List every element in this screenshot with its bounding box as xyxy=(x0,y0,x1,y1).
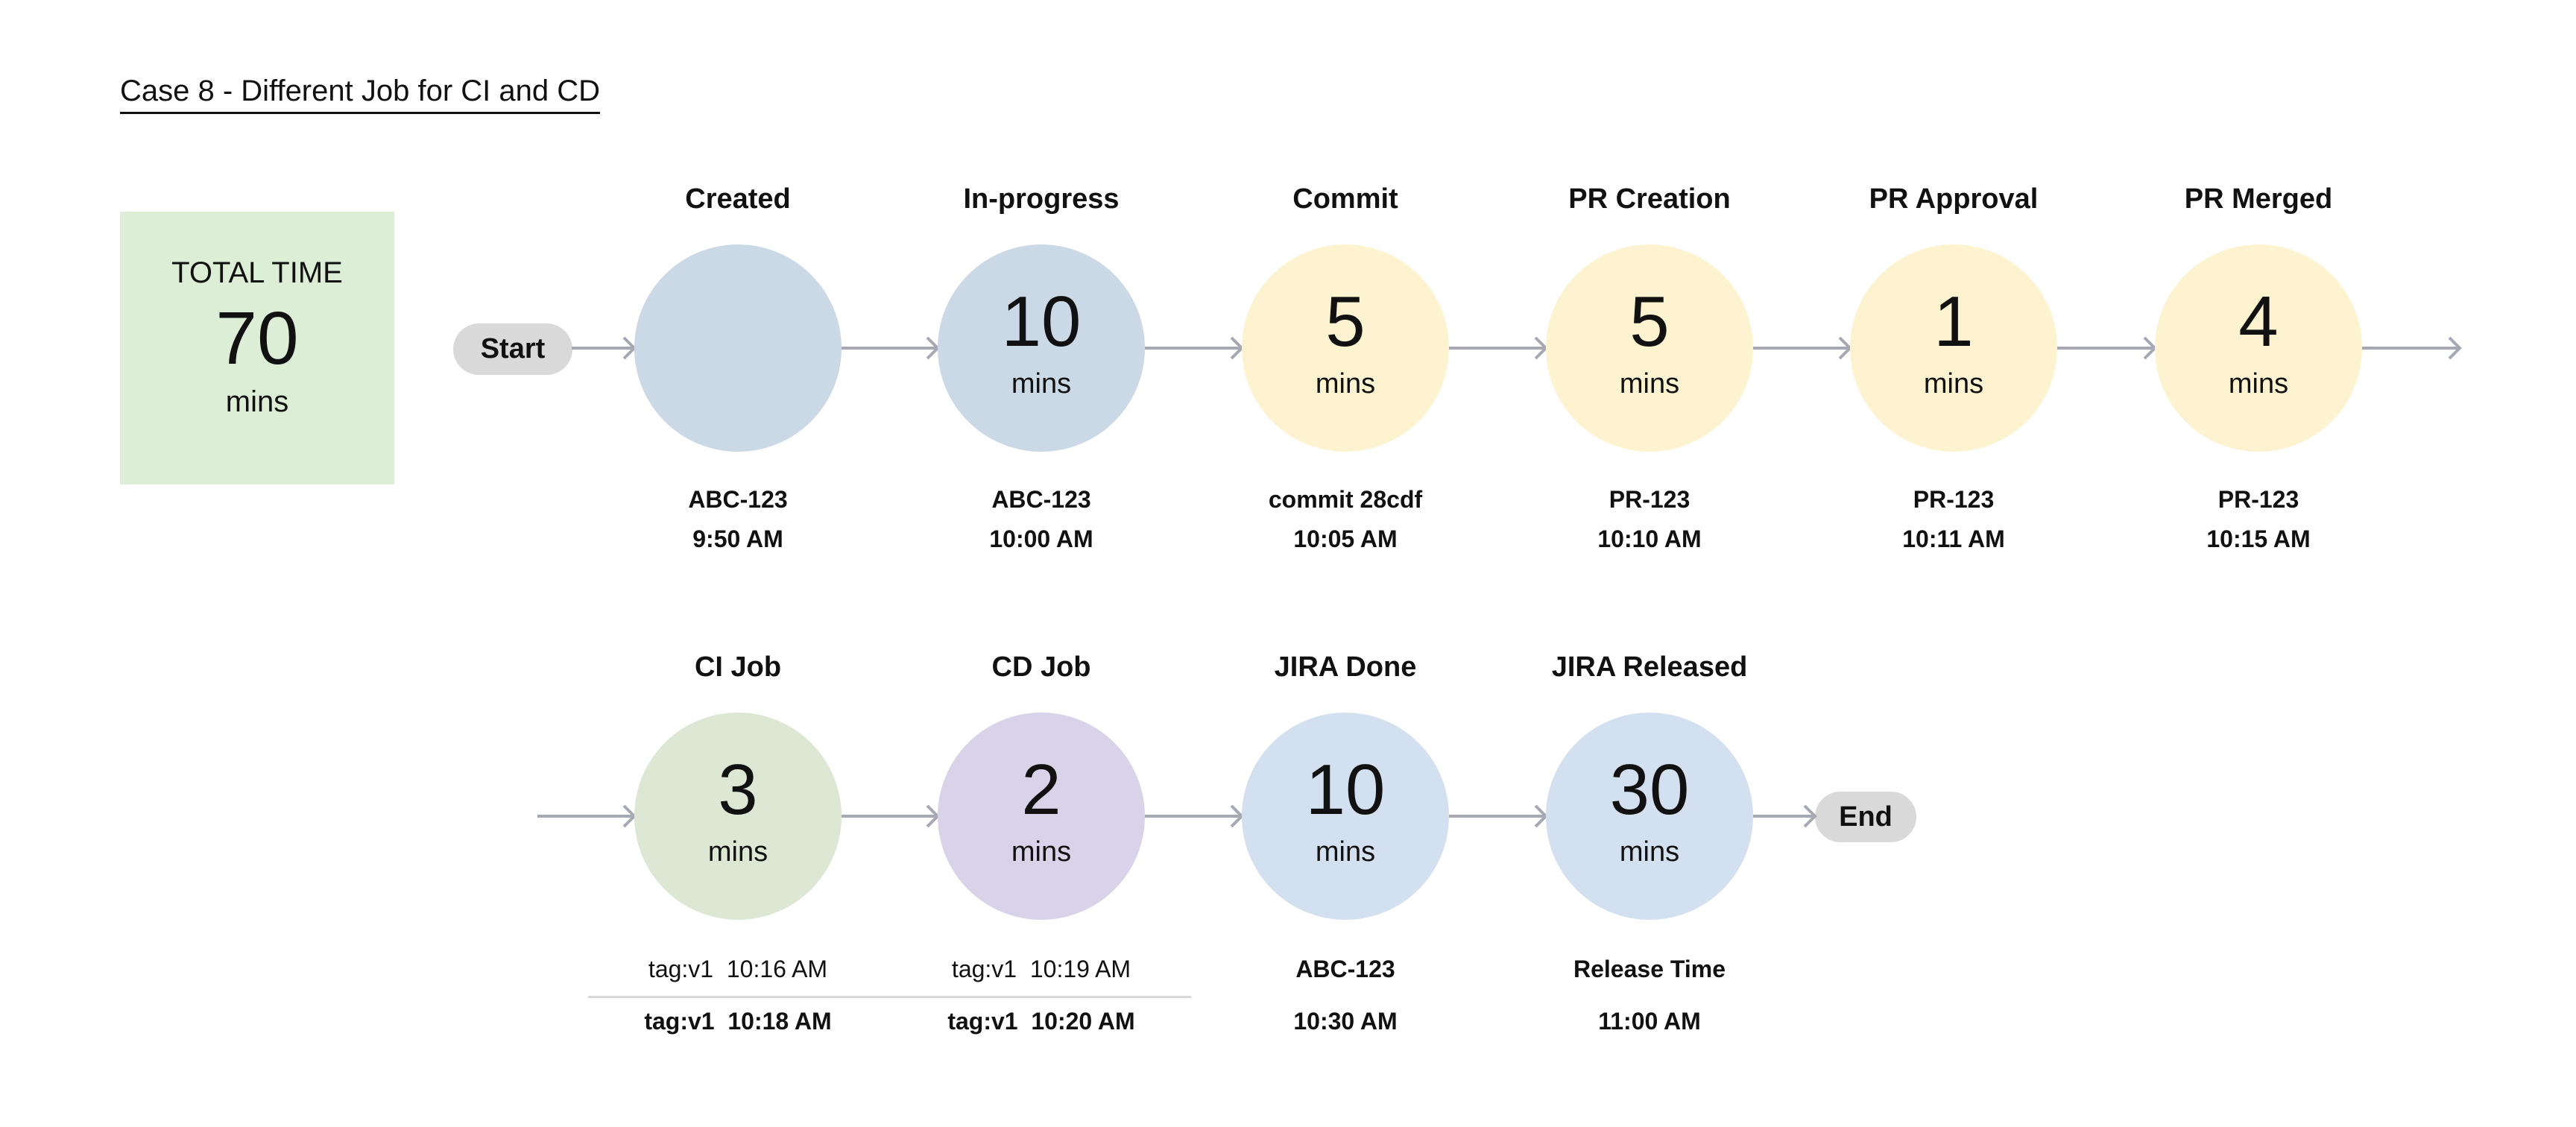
stage-duration-unit: mins xyxy=(1315,367,1376,400)
stage-time-pr-approval: 10:11 AM xyxy=(1902,525,2005,552)
stage-duration-unit: mins xyxy=(2228,367,2289,400)
total-time-unit: mins xyxy=(225,385,289,418)
stage-title-jira-released: JIRA Released xyxy=(1551,651,1748,683)
stage-duration-unit: mins xyxy=(1011,367,1072,400)
stage-duration: 10 xyxy=(1305,749,1386,830)
stage-detail-cd-job: tag:v1 10:19 AM xyxy=(951,956,1131,982)
stage-title-pr-approval: PR Approval xyxy=(1869,183,2039,215)
total-time-label: TOTAL TIME xyxy=(171,256,343,289)
arrow-icon xyxy=(572,336,637,360)
stage-duration: 30 xyxy=(1609,749,1690,830)
stage-title-pr-creation: PR Creation xyxy=(1568,183,1731,215)
total-time-box: TOTAL TIME 70 mins xyxy=(120,212,394,484)
page-title: Case 8 - Different Job for CI and CD xyxy=(120,75,600,114)
stage-detail-in-progress: ABC-123 xyxy=(991,486,1091,513)
arrow-icon xyxy=(2362,336,2462,360)
stage-time-created: 9:50 AM xyxy=(692,525,783,552)
stage-detail-pr-approval: PR-123 xyxy=(1913,486,1995,513)
stage-duration: 5 xyxy=(1629,281,1670,362)
stage-duration: 10 xyxy=(1001,281,1082,362)
stage-circle-ci-job: 3 mins xyxy=(634,713,842,920)
stage-duration-unit: mins xyxy=(1011,836,1072,868)
stage-circle-pr-creation: 5 mins xyxy=(1546,244,1753,452)
total-time-value: 70 xyxy=(215,297,299,380)
arrow-icon xyxy=(842,804,940,828)
stage-title-ci-job: CI Job xyxy=(694,651,782,683)
stage-duration: 5 xyxy=(1325,281,1366,362)
stage-title-pr-merged: PR Merged xyxy=(2184,183,2333,215)
arrow-icon xyxy=(1449,804,1548,828)
stage-duration: 1 xyxy=(1933,281,1974,362)
stage-circle-commit: 5 mins xyxy=(1242,244,1449,452)
stage-time-cd-job: tag:v1 10:20 AM xyxy=(947,1008,1135,1035)
arrow-icon xyxy=(1145,804,1244,828)
stage-circle-pr-merged: 4 mins xyxy=(2155,244,2362,452)
stage-circle-jira-released: 30 mins xyxy=(1546,713,1753,920)
stage-duration-unit: mins xyxy=(1315,836,1376,868)
stage-detail-pr-merged: PR-123 xyxy=(2217,486,2299,513)
stage-detail-pr-creation: PR-123 xyxy=(1609,486,1690,513)
ci-cd-divider xyxy=(588,996,1191,998)
stage-time-commit: 10:05 AM xyxy=(1293,525,1398,552)
end-node: End xyxy=(1815,792,1916,842)
arrow-icon xyxy=(1753,336,1852,360)
stage-duration: 4 xyxy=(2238,281,2279,362)
arrow-icon xyxy=(1145,336,1244,360)
arrow-icon xyxy=(1449,336,1548,360)
stage-time-jira-done: 10:30 AM xyxy=(1293,1008,1398,1035)
arrow-icon xyxy=(2057,336,2157,360)
stage-time-ci-job: tag:v1 10:18 AM xyxy=(644,1008,832,1035)
stage-circle-created xyxy=(634,244,842,452)
stage-title-jira-done: JIRA Done xyxy=(1274,651,1417,683)
stage-title-commit: Commit xyxy=(1292,183,1398,215)
stage-detail-ci-job: tag:v1 10:16 AM xyxy=(648,956,828,982)
stage-duration: 2 xyxy=(1021,749,1061,830)
stage-duration-unit: mins xyxy=(1619,367,1680,400)
arrow-icon xyxy=(1753,804,1817,828)
stage-detail-jira-released: Release Time xyxy=(1573,956,1726,982)
stage-time-in-progress: 10:00 AM xyxy=(989,525,1093,552)
stage-circle-cd-job: 2 mins xyxy=(938,713,1145,920)
stage-duration-unit: mins xyxy=(707,836,768,868)
stage-time-jira-released: 11:00 AM xyxy=(1598,1008,1701,1035)
arrow-icon xyxy=(537,804,637,828)
stage-title-in-progress: In-progress xyxy=(963,183,1120,215)
stage-duration-unit: mins xyxy=(1923,367,1984,400)
stage-detail-created: ABC-123 xyxy=(688,486,788,513)
stage-title-created: Created xyxy=(685,183,791,215)
stage-time-pr-merged: 10:15 AM xyxy=(2206,525,2311,552)
stage-time-pr-creation: 10:10 AM xyxy=(1597,525,1702,552)
stage-circle-jira-done: 10 mins xyxy=(1242,713,1449,920)
stage-detail-jira-done: ABC-123 xyxy=(1295,956,1395,982)
stage-circle-in-progress: 10 mins xyxy=(938,244,1145,452)
stage-detail-commit: commit 28cdf xyxy=(1268,486,1423,513)
arrow-icon xyxy=(842,336,940,360)
stage-duration-unit: mins xyxy=(1619,836,1680,868)
stage-title-cd-job: CD Job xyxy=(991,651,1091,683)
stage-duration: 3 xyxy=(718,749,758,830)
stage-circle-pr-approval: 1 mins xyxy=(1850,244,2057,452)
start-node: Start xyxy=(453,323,572,375)
